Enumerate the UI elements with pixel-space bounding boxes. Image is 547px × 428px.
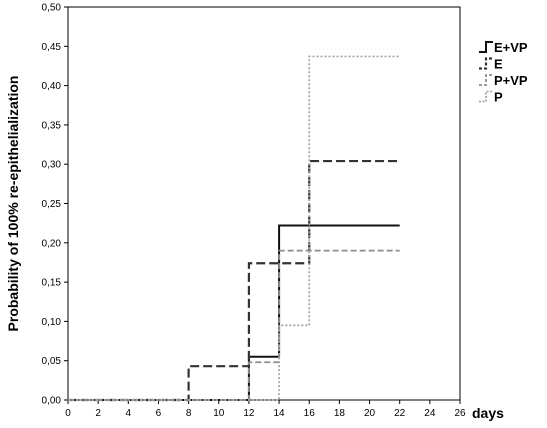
- y-tick-label: 0,25: [42, 199, 62, 210]
- y-tick-label: 0,05: [42, 356, 62, 367]
- plot-area: [67, 6, 461, 401]
- x-tick-label: 20: [364, 408, 376, 419]
- x-tick-label: 24: [424, 408, 436, 419]
- x-tick-label: 12: [243, 408, 255, 419]
- series-line-p: [68, 55, 400, 401]
- legend-swatch: [479, 57, 493, 70]
- y-axis: 0,00 0,05 0,10 0,15 0,20 0,25 0,30 0,35 0,40 0,45…: [42, 3, 68, 407]
- x-tick-label: 2: [95, 408, 101, 419]
- y-tick-label: 0,50: [42, 3, 62, 14]
- legend-swatch: [479, 74, 493, 86]
- y-tick-label: 0,15: [42, 278, 62, 289]
- y-tick-label: 0,00: [42, 396, 62, 407]
- series-line-p-plus-vp: [68, 249, 400, 401]
- legend-label: E+VP: [494, 40, 528, 55]
- x-tick-label: 10: [213, 408, 225, 419]
- series-lines: [68, 55, 400, 402]
- x-tick-label: 6: [156, 408, 162, 419]
- x-tick-label: 26: [454, 408, 466, 419]
- x-tick-label: 18: [334, 408, 346, 419]
- x-tick-label: 16: [304, 408, 316, 419]
- series-line-e: [68, 159, 400, 402]
- legend-swatch: [479, 90, 493, 103]
- legend-label: P+VP: [494, 73, 528, 88]
- legend-label: P: [494, 90, 503, 105]
- y-tick-label: 0,20: [42, 238, 62, 249]
- y-axis-title: Probability of 100% re-epithelialization: [5, 76, 21, 332]
- series-line-e-plus-vp: [68, 224, 400, 401]
- y-tick-label: 0,40: [42, 81, 62, 92]
- x-axis: 0 2 4 6 8 10 12 14 16 18 20 22 24 26: [65, 400, 466, 419]
- x-axis-title: days: [472, 405, 504, 421]
- y-tick-label: 0,45: [42, 42, 62, 53]
- y-tick-label: 0,10: [42, 317, 62, 328]
- legend-label: E: [494, 57, 503, 72]
- x-tick-label: 8: [186, 408, 192, 419]
- x-tick-label: 22: [394, 408, 406, 419]
- x-tick-label: 14: [274, 408, 286, 419]
- y-tick-label: 0,30: [42, 160, 62, 171]
- x-tick-label: 0: [65, 408, 71, 419]
- legend-swatch: [479, 41, 493, 53]
- legend: E+VP EP+VP P: [479, 40, 528, 105]
- x-tick-label: 4: [126, 408, 132, 419]
- y-tick-label: 0,35: [42, 120, 62, 131]
